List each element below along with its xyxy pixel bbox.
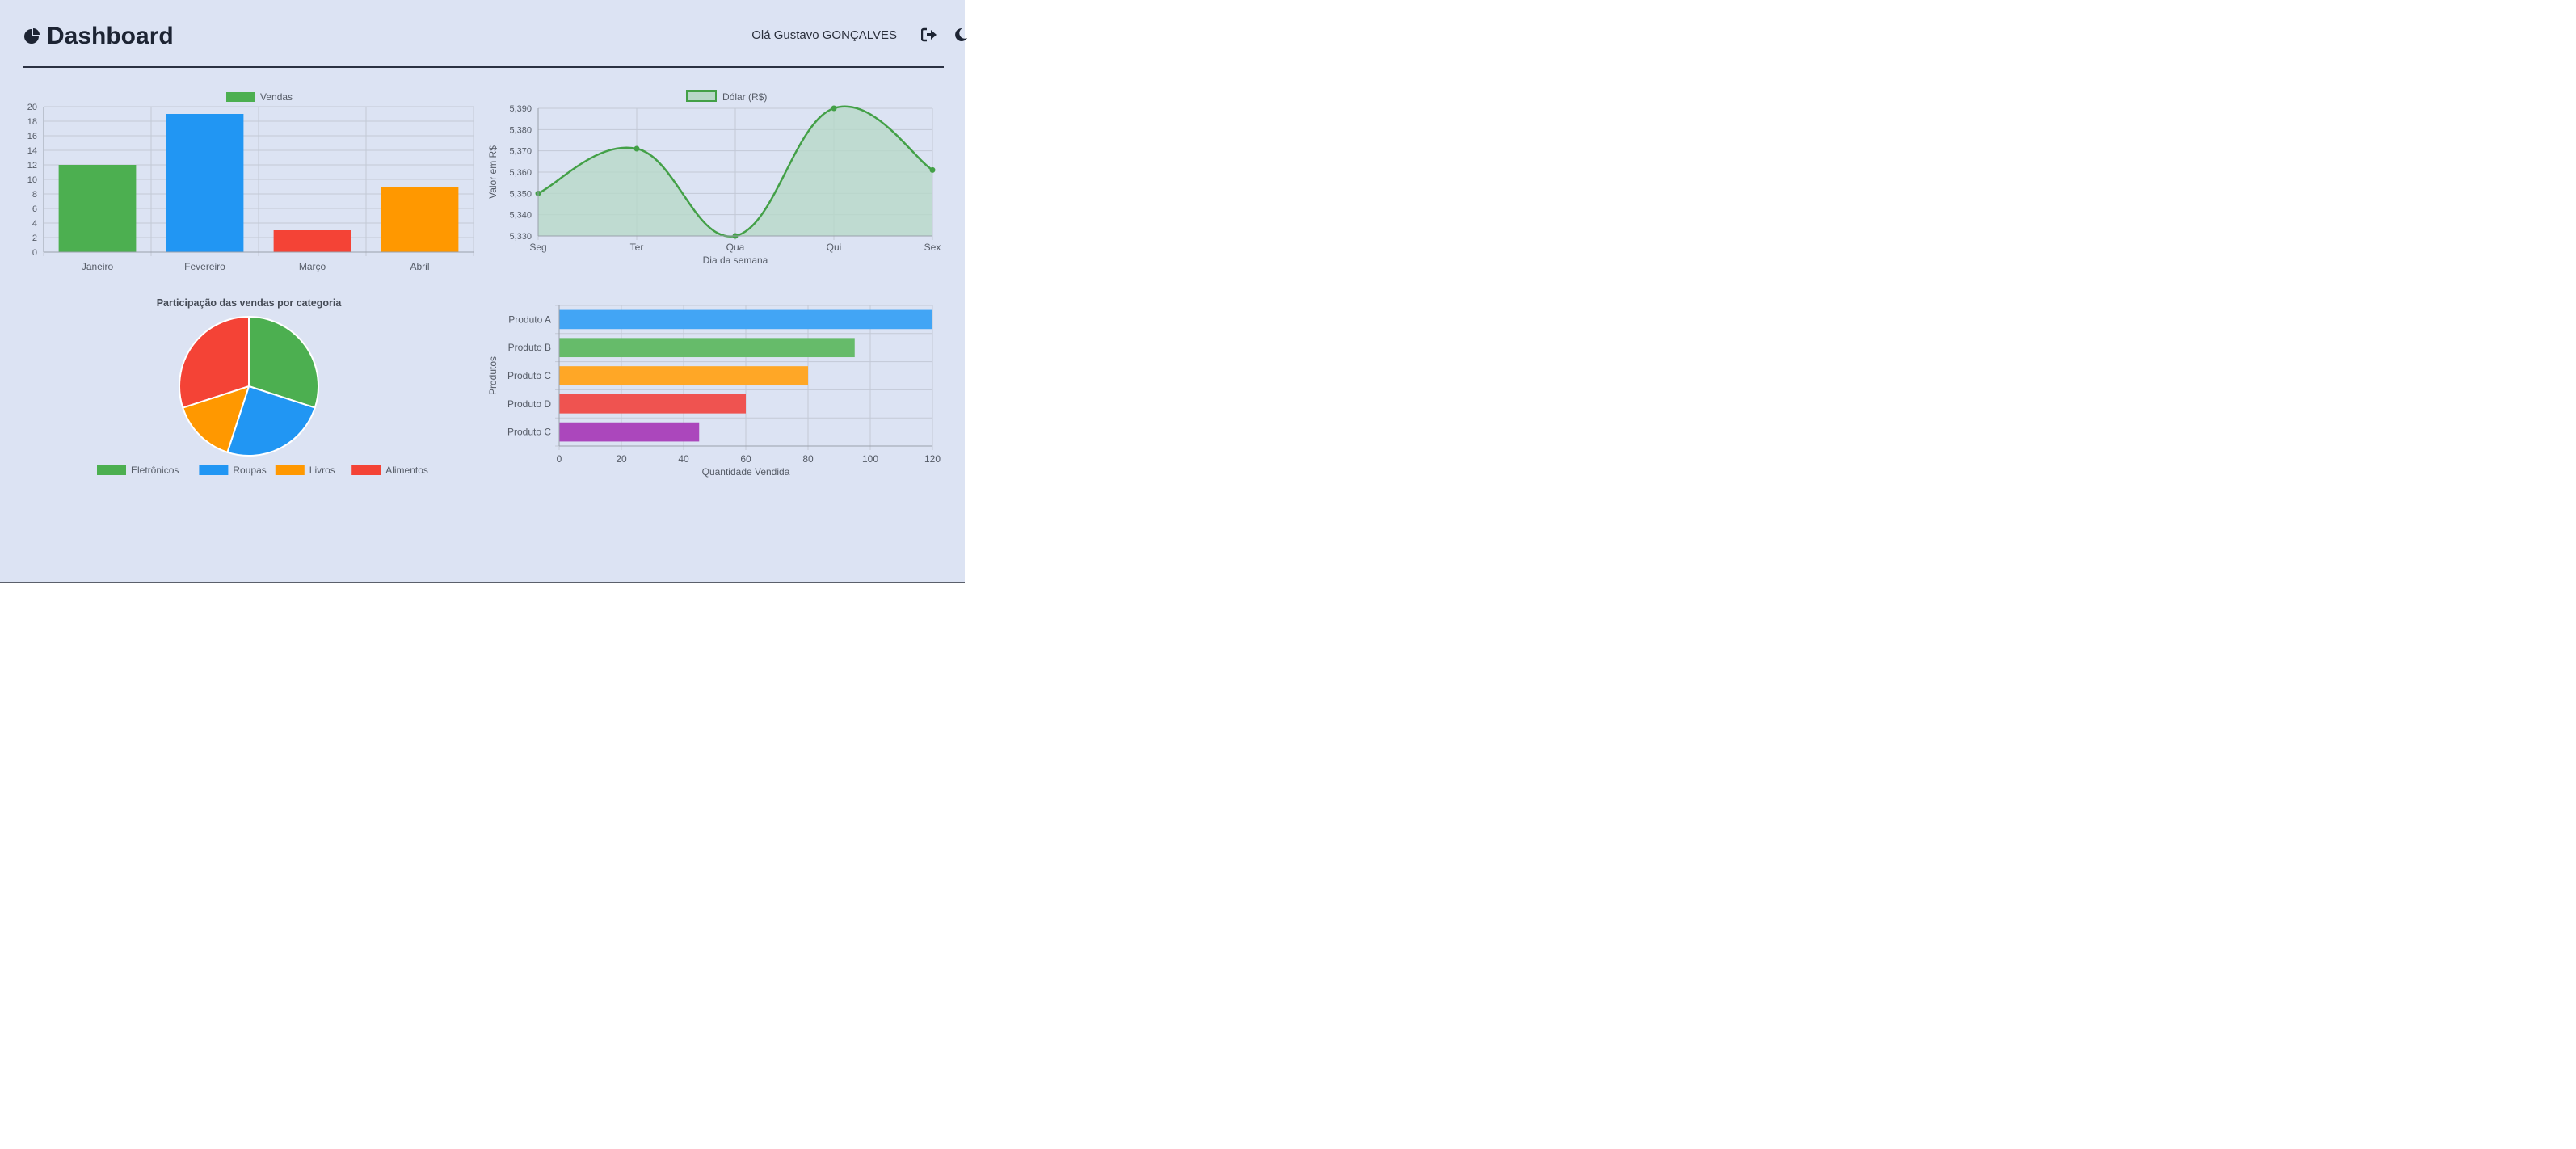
pie-slice <box>179 315 250 409</box>
x-tick-label: Qua <box>726 242 745 253</box>
y-tick-label: 5,330 <box>509 232 532 242</box>
x-tick-label: 20 <box>616 453 627 465</box>
y-tick-label: 4 <box>32 219 37 229</box>
legend-swatch <box>97 465 126 475</box>
y-tick-label: 14 <box>27 146 37 156</box>
user-area: Olá Gustavo GONÇALVES <box>751 27 968 42</box>
y-tick-label: Produto A <box>508 314 551 325</box>
bar <box>381 187 459 252</box>
pie-slice <box>248 315 319 409</box>
y-tick-label: 2 <box>32 234 37 243</box>
x-tick-label: 100 <box>862 453 878 465</box>
legend-label: Dólar (R$) <box>722 91 767 103</box>
pie-slice <box>226 385 317 457</box>
y-tick-label: 5,390 <box>509 104 532 114</box>
y-tick-label: 0 <box>32 248 37 258</box>
x-tick-label: 80 <box>802 453 814 465</box>
x-tick-label: 60 <box>740 453 751 465</box>
chart-title: Participação das vendas por categoria <box>157 297 343 309</box>
bar <box>166 114 244 252</box>
y-axis-label: Valor em R$ <box>487 145 499 199</box>
bar <box>559 394 746 414</box>
y-tick-label: 20 <box>27 103 37 112</box>
bar <box>58 165 137 252</box>
y-tick-label: 5,370 <box>509 147 532 157</box>
sales-bar-chart: Vendas 0 2 4 6 8 10 12 14 16 18 20 Janeiro Fevereiro M… <box>16 84 485 282</box>
x-tick-label: Março <box>299 261 326 272</box>
bar <box>559 422 700 442</box>
legend-label: Livros <box>309 465 335 476</box>
y-tick-label: Produto D <box>507 398 551 410</box>
moon-icon[interactable] <box>953 27 968 42</box>
x-tick-label: Sex <box>924 242 941 253</box>
legend-label: Vendas <box>260 91 293 103</box>
area-fill <box>538 106 932 237</box>
y-tick-label: 5,350 <box>509 189 532 199</box>
x-tick-label: Abril <box>410 261 429 272</box>
products-hbar-chart: 0 20 40 60 80 100 120 Produto A Produto B Produto… <box>485 291 953 489</box>
header: Dashboard Olá Gustavo GONÇALVES <box>23 18 967 68</box>
x-axis-label: Quantidade Vendida <box>702 466 790 478</box>
y-tick-label: 16 <box>27 132 37 141</box>
x-tick-label: 120 <box>924 453 941 465</box>
legend-swatch <box>226 92 255 102</box>
logout-icon[interactable] <box>921 27 937 42</box>
legend-swatch <box>199 465 229 475</box>
dollar-line-chart: Dólar (R$) 5,330 5,340 5,350 5,360 5,370 5,380… <box>485 84 953 282</box>
y-tick-label: 5,340 <box>509 211 532 221</box>
y-tick-label: 10 <box>27 175 37 185</box>
dashboard-app: Dashboard Olá Gustavo GONÇALVES Vendas 0 2… <box>0 0 967 583</box>
y-tick-label: Produto C <box>507 370 551 381</box>
x-tick-label: Seg <box>529 242 546 253</box>
y-tick-label: 5,380 <box>509 125 532 135</box>
data-point <box>831 105 837 112</box>
x-tick-label: Janeiro <box>82 261 114 272</box>
x-tick-label: Qui <box>827 242 842 253</box>
y-tick-label: Produto C <box>507 427 551 438</box>
legend-label: Alimentos <box>385 465 428 476</box>
bar <box>559 309 932 330</box>
legend-swatch <box>686 90 717 102</box>
x-tick-label: 0 <box>557 453 562 465</box>
legend-label: Roupas <box>233 465 266 476</box>
y-axis-label: Produtos <box>487 356 499 395</box>
y-tick-label: 6 <box>32 204 37 214</box>
x-axis-label: Dia da semana <box>703 255 768 266</box>
y-tick-label: 5,360 <box>509 168 532 178</box>
x-tick-label: 40 <box>678 453 689 465</box>
page-title: Dashboard <box>47 23 174 49</box>
y-tick-label: Produto B <box>508 342 551 353</box>
bar <box>559 338 855 358</box>
y-tick-label: 12 <box>27 161 37 170</box>
y-tick-label: 18 <box>27 117 37 127</box>
bar <box>273 230 351 252</box>
category-pie-chart: Participação das vendas por categoria Ele… <box>16 291 485 489</box>
x-tick-label: Ter <box>630 242 644 253</box>
brand: Dashboard <box>23 23 174 50</box>
user-greeting: Olá Gustavo GONÇALVES <box>751 27 897 42</box>
x-tick-label: Fevereiro <box>184 261 225 272</box>
legend-swatch <box>275 465 305 475</box>
legend-swatch <box>351 465 381 475</box>
data-point <box>929 166 936 173</box>
legend-label: Eletrônicos <box>131 465 179 476</box>
chart-pie-icon <box>23 27 40 45</box>
y-tick-label: 8 <box>32 190 37 200</box>
bar <box>559 366 808 385</box>
data-point <box>633 145 640 152</box>
